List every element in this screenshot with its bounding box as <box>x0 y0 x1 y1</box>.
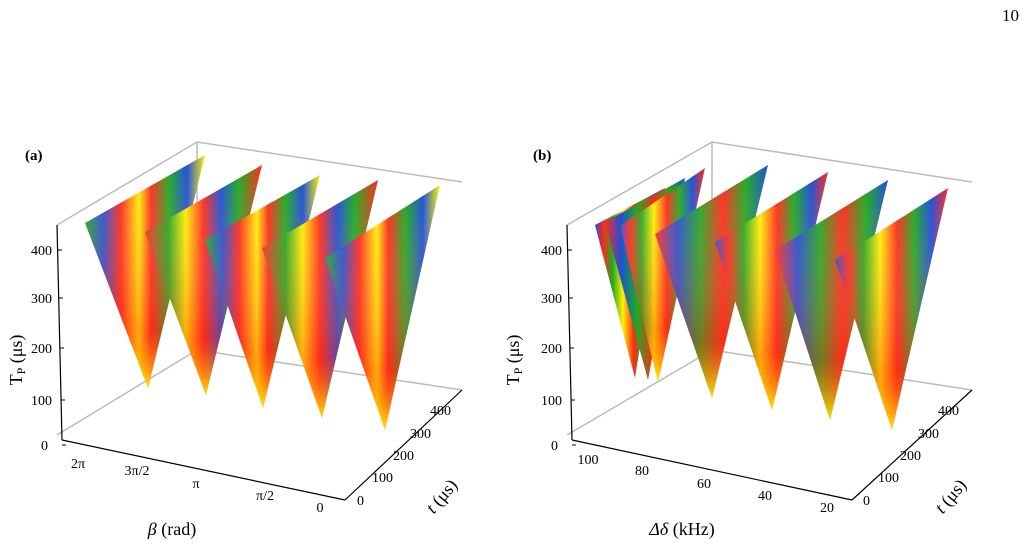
y-tick-label: 400 <box>938 404 959 419</box>
x-tick-label: 20 <box>820 501 834 516</box>
z-tick-label: 400 <box>31 244 52 259</box>
z-tick-label: 200 <box>541 342 562 357</box>
surface-slice-shade <box>325 185 440 430</box>
z-tick-label: 300 <box>541 292 562 307</box>
z-tick-label: 0 <box>41 439 48 454</box>
z-ticks <box>58 249 66 446</box>
z-tick-label: 0 <box>551 439 558 454</box>
x-tick-label: π/2 <box>256 489 274 504</box>
surface-slice-shade <box>145 165 262 395</box>
panel-label: (a) <box>25 148 43 164</box>
x-tick-label: π <box>192 477 199 492</box>
x-tick-label: 0 <box>317 501 324 516</box>
plot-3d-b: 0 100 200 300 400 100 80 60 40 20 0 100 … <box>503 141 973 540</box>
surface-slice-shade <box>262 180 378 418</box>
z-tick-label: 400 <box>541 244 562 259</box>
figure-panel-a: 0 100 200 300 400 2π 3π/2 π π/2 0 0 100 … <box>0 130 500 548</box>
y-tick-label: 0 <box>357 494 364 509</box>
z-ticks <box>568 249 576 446</box>
y-tick-label: 100 <box>878 471 899 486</box>
x-tick-label: 3π/2 <box>125 464 150 479</box>
x-tick-label: 60 <box>697 477 711 492</box>
y-tick-label: 100 <box>372 471 393 486</box>
y-tick-label: 200 <box>900 449 921 464</box>
y-tick-label: 300 <box>918 427 939 442</box>
x-tick-label: 2π <box>71 457 85 472</box>
triangle-surfaces <box>595 165 948 430</box>
z-tick-label: 200 <box>31 342 52 357</box>
z-axis-title: TP (μs) <box>6 335 28 386</box>
y-tick-label: 300 <box>410 427 431 442</box>
y-tick-label: 200 <box>393 449 414 464</box>
surface-slice-shade <box>715 172 828 410</box>
z-tick-label: 300 <box>31 292 52 307</box>
figure-panel-b: 0 100 200 300 400 100 80 60 40 20 0 100 … <box>500 130 1000 548</box>
z-tick-label: 100 <box>31 394 52 409</box>
surface-slice-shade <box>655 165 768 398</box>
page-number: 10 <box>1002 6 1019 25</box>
x-tick-label: 80 <box>635 464 649 479</box>
x-axis-title: Δδ (kHz) <box>648 519 714 540</box>
x-tick-label: 100 <box>578 453 599 468</box>
plot-3d-a: 0 100 200 300 400 2π 3π/2 π π/2 0 0 100 … <box>6 141 463 540</box>
triangle-surfaces <box>85 155 440 430</box>
panel-label: (b) <box>533 148 551 164</box>
x-axis-title: β (rad) <box>147 519 196 540</box>
y-axis-title: t (μs) <box>421 475 462 518</box>
surface-slice-shade <box>775 180 888 420</box>
axes-lines <box>566 224 973 501</box>
surface-slice-shade <box>835 188 948 430</box>
y-axis-title: t (μs) <box>930 475 971 518</box>
y-tick-label: 400 <box>430 404 451 419</box>
y-tick-label: 0 <box>863 494 870 509</box>
axes-lines <box>56 224 463 501</box>
z-tick-label: 100 <box>541 394 562 409</box>
surface-slice-shade <box>85 155 205 388</box>
z-axis-title: TP (μs) <box>503 335 525 386</box>
x-tick-label: 40 <box>758 489 772 504</box>
